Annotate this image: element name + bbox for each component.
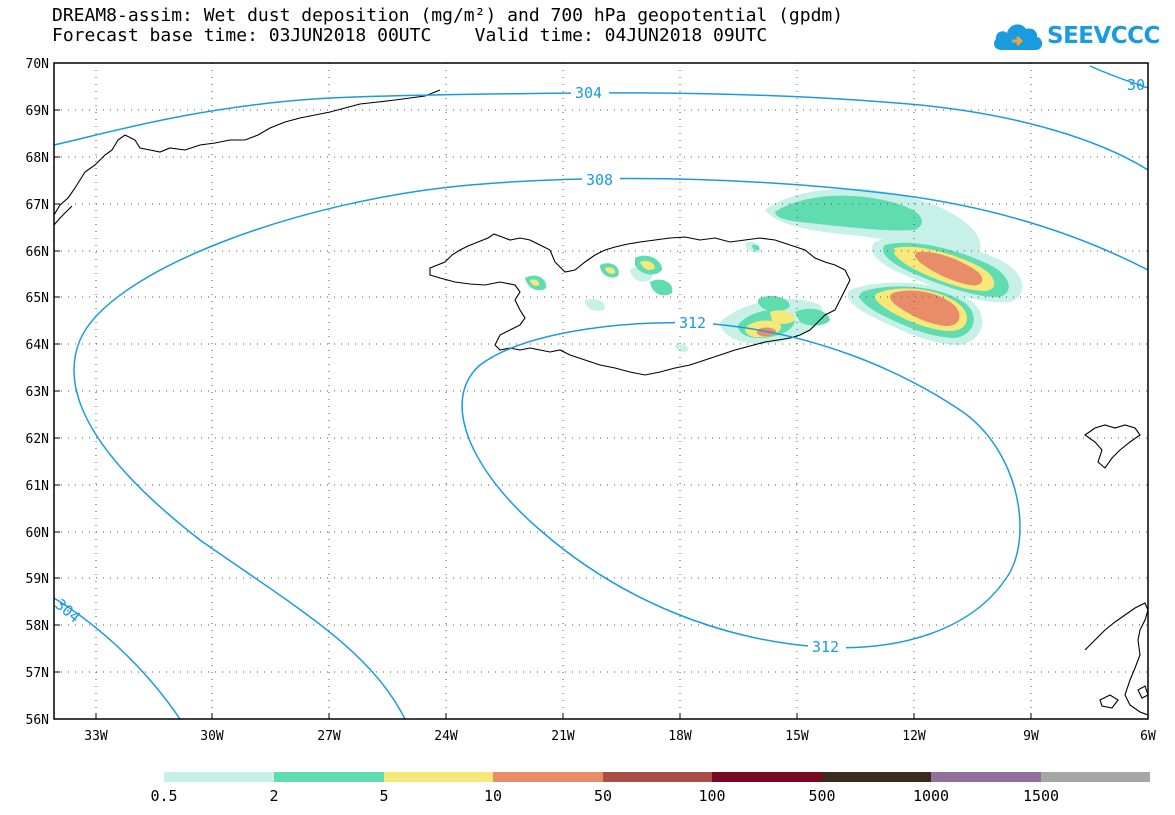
title-line-2: Forecast base time: 03JUN2018 00UTC Vali…	[52, 25, 768, 46]
colorbar-swatch	[931, 772, 1041, 782]
lon-label: 30W	[200, 729, 224, 744]
colorbar-label: 2	[269, 787, 278, 805]
dust-deposition-shading	[525, 188, 1023, 352]
colorbar-label: 10	[484, 787, 502, 805]
colorbar-label: 0.5	[150, 787, 177, 805]
colorbar-label: 100	[698, 787, 725, 805]
lat-label: 56N	[26, 713, 49, 728]
latitude-labels: 70N 69N 68N 67N 66N 65N 64N 63N 62N 61N …	[26, 57, 49, 728]
lat-label: 66N	[26, 245, 49, 260]
contour-label-30-northeast: 30	[1127, 76, 1145, 94]
colorbar-label: 500	[808, 787, 835, 805]
longitude-labels: 33W 30W 27W 24W 21W 18W 15W 12W 9W 6W	[84, 729, 1156, 744]
colorbar-label: 1500	[1023, 787, 1059, 805]
logo-text: SEEVCCC	[1047, 23, 1160, 49]
contour-label-304: 304	[575, 84, 602, 102]
lat-label: 62N	[26, 432, 49, 447]
seevccc-logo: SEEVCCC	[990, 16, 1160, 58]
lon-label: 15W	[785, 729, 809, 744]
tick-marks	[54, 62, 1149, 720]
contour-label-312-north: 312	[679, 314, 706, 332]
colorbar-label: 50	[594, 787, 612, 805]
lon-label: 24W	[434, 729, 458, 744]
colorbar-swatch	[603, 772, 712, 782]
colorbar: 0.5 2 5 10 50 100 500 1000 1500	[150, 772, 1150, 805]
lon-label: 12W	[902, 729, 926, 744]
coastlines	[54, 89, 1148, 716]
colorbar-label: 5	[379, 787, 388, 805]
geopotential-contours	[54, 65, 1148, 719]
contour-label-312-south: 312	[812, 638, 839, 656]
lon-label: 21W	[551, 729, 575, 744]
lon-label: 18W	[668, 729, 692, 744]
colorbar-swatch	[164, 772, 274, 782]
lat-label: 68N	[26, 151, 49, 166]
colorbar-swatch	[712, 772, 822, 782]
title-line-1: DREAM8-assim: Wet dust deposition (mg/m²…	[52, 5, 844, 26]
colorbar-swatch	[1041, 772, 1150, 782]
lon-label: 33W	[84, 729, 108, 744]
colorbar-swatch	[822, 772, 931, 782]
lon-label: 6W	[1140, 729, 1156, 744]
lat-label: 58N	[26, 619, 49, 634]
lat-label: 70N	[26, 57, 49, 72]
lat-label: 67N	[26, 198, 49, 213]
contour-label-308: 308	[586, 171, 613, 189]
colorbar-swatch	[384, 772, 493, 782]
colorbar-swatch	[274, 772, 384, 782]
lon-label: 27W	[317, 729, 341, 744]
lat-label: 61N	[26, 479, 49, 494]
lat-label: 63N	[26, 385, 49, 400]
grid-lines	[54, 63, 1148, 719]
lat-label: 59N	[26, 572, 49, 587]
cloud-icon	[994, 24, 1043, 50]
lat-label: 65N	[26, 291, 49, 306]
lat-label: 64N	[26, 338, 49, 353]
contour-labels: 304 308 312 312 304 30	[51, 76, 1145, 656]
colorbar-label: 1000	[913, 787, 949, 805]
lon-label: 9W	[1023, 729, 1039, 744]
lat-label: 69N	[26, 104, 49, 119]
lat-label: 60N	[26, 526, 49, 541]
colorbar-swatch	[493, 772, 603, 782]
lat-label: 57N	[26, 666, 49, 681]
